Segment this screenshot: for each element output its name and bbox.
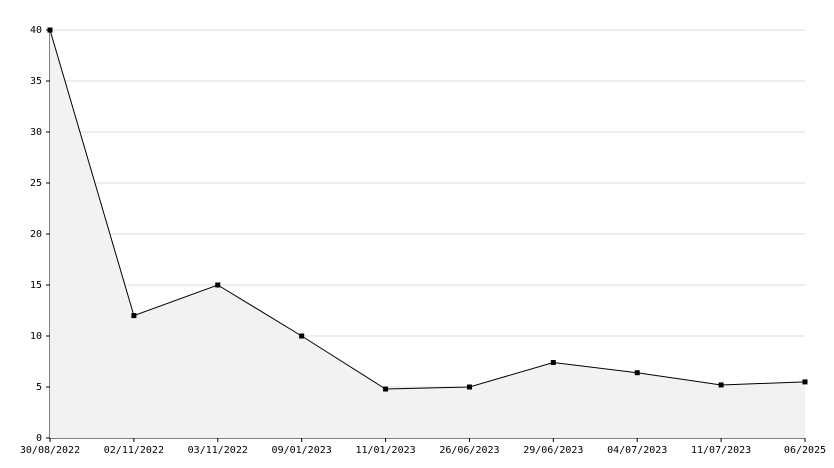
line — [49, 29, 806, 390]
x-tick-label: 11/01/2023 — [355, 445, 415, 456]
marker — [215, 282, 221, 288]
y-tick-label: 5 — [36, 382, 42, 393]
x-tick-label: 06/2025 — [784, 445, 826, 456]
y-tick-label: 20 — [30, 229, 42, 240]
y-tick-label: 15 — [30, 280, 42, 291]
area — [50, 30, 805, 438]
y-tick-label: 10 — [30, 331, 42, 342]
marker — [383, 386, 389, 392]
x-tick-label: 03/11/2022 — [188, 445, 248, 456]
y-tick-label: 0 — [36, 433, 42, 444]
y-tick-label: 40 — [30, 25, 42, 36]
x-tick-label: 09/01/2023 — [272, 445, 332, 456]
x-tick-label: 30/08/2022 — [20, 445, 80, 456]
marker — [718, 382, 724, 388]
x-tick-label: 26/06/2023 — [439, 445, 499, 456]
y-tick-label: 30 — [30, 127, 42, 138]
y-tick-label: 35 — [30, 76, 42, 87]
x-tick-label: 11/07/2023 — [691, 445, 751, 456]
marker — [466, 384, 472, 390]
marker — [634, 370, 640, 376]
marker — [131, 313, 137, 319]
marker — [47, 27, 53, 33]
marker — [550, 360, 556, 366]
y-tick-label: 25 — [30, 178, 42, 189]
x-tick-label: 29/06/2023 — [523, 445, 583, 456]
x-tick-label: 04/07/2023 — [607, 445, 667, 456]
marker — [299, 333, 305, 339]
marker — [802, 379, 808, 385]
x-tick-label: 02/11/2022 — [104, 445, 164, 456]
